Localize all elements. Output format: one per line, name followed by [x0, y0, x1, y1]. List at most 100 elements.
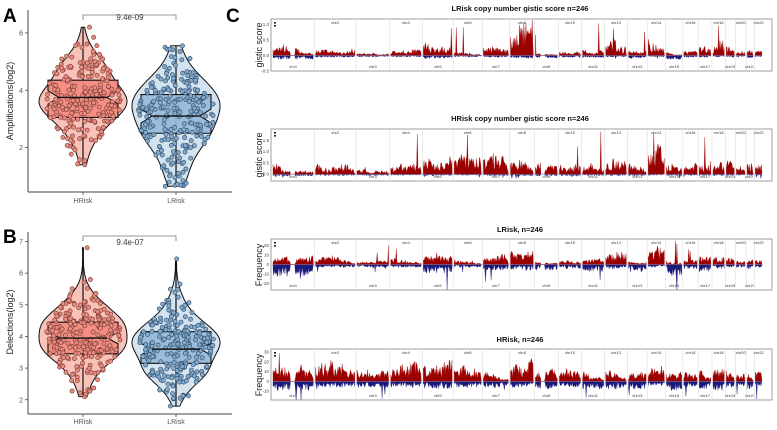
data-point-hrisk: [92, 59, 98, 64]
data-point-lrisk: [194, 354, 200, 360]
data-point-hrisk: [56, 332, 62, 338]
amplification-track-chr22: [755, 371, 763, 382]
y-tick-label: 1.0: [263, 22, 270, 27]
chromosome-label-chr2: chr2: [331, 20, 340, 25]
data-point-lrisk: [143, 342, 149, 347]
data-point-lrisk: [180, 178, 186, 183]
data-point-lrisk: [184, 69, 190, 74]
deletion-track-chr6: [454, 174, 482, 178]
chromosome-label-chr10: chr10: [565, 130, 576, 135]
data-point-lrisk: [178, 319, 184, 325]
data-point-lrisk: [158, 76, 164, 82]
data-point-hrisk: [58, 99, 64, 105]
deletion-track-chr8: [510, 55, 534, 59]
chromosome-label-chr15: chr15: [669, 393, 680, 398]
data-point-hrisk: [101, 322, 107, 328]
data-point-hrisk: [77, 136, 83, 142]
chromosome-label-chr9: chr9: [543, 64, 552, 69]
chromosome-label-chr2: chr2: [331, 350, 340, 355]
data-point-hrisk: [112, 354, 118, 360]
deletion-track-chr13: [628, 381, 647, 396]
data-point-hrisk: [84, 127, 90, 133]
data-point-hrisk: [87, 105, 93, 111]
data-point-hrisk: [70, 371, 75, 377]
data-point-hrisk: [105, 310, 110, 316]
panel-label-c: C: [226, 6, 240, 27]
data-point-hrisk: [104, 118, 110, 124]
amplification-track-chr21: [746, 374, 754, 382]
data-point-lrisk: [173, 62, 178, 68]
deletion-track-chr20: [736, 55, 746, 58]
data-point-lrisk: [166, 99, 172, 105]
data-point-hrisk: [82, 111, 88, 116]
data-point-lrisk: [171, 341, 177, 347]
data-point-hrisk: [94, 43, 100, 49]
amplification-track-chr19: [726, 257, 735, 265]
data-point-hrisk: [90, 69, 95, 75]
deletion-track-chr4: [390, 381, 422, 388]
amplification-track-chr5: [423, 156, 453, 175]
data-point-hrisk: [54, 109, 60, 115]
data-point-hrisk: [69, 54, 75, 60]
chromosome-label-chr10: chr10: [565, 350, 576, 355]
data-point-hrisk: [100, 56, 106, 62]
chromosome-label-chr11: chr11: [588, 283, 598, 288]
data-point-lrisk: [165, 381, 171, 387]
data-point-hrisk: [101, 66, 106, 71]
p-value-label: 9.4e-09: [116, 13, 144, 22]
chromosome-label-chr6: chr6: [464, 240, 473, 245]
data-point-lrisk: [197, 122, 203, 128]
chromosome-label-chr5: chr5: [434, 64, 443, 69]
amplification-track-chr11: [582, 23, 604, 56]
deletion-track-chr5: [423, 264, 453, 291]
plot-title: LRisk copy number gistic score n=246: [452, 4, 589, 13]
genome-plot-lrisk-frequency: LRisk, n=246 Frequency 20 10 0 -10 -20 chr1 ch…: [254, 225, 773, 291]
amplification-track-chr17: [699, 256, 712, 265]
legend-key-del: [274, 245, 276, 247]
amplification-track-chr7: [483, 153, 509, 175]
data-point-hrisk: [70, 98, 76, 103]
chromosome-label-chr9: chr9: [543, 174, 552, 179]
y-tick-label: 5: [19, 302, 23, 309]
data-point-lrisk: [193, 337, 198, 343]
y-tick-label: 10: [264, 253, 270, 258]
legend-key-del: [274, 135, 276, 137]
deletion-track-chr17: [699, 381, 712, 389]
data-point-lrisk: [194, 360, 200, 365]
data-point-lrisk: [182, 143, 188, 148]
data-point-lrisk: [179, 89, 185, 94]
data-point-lrisk: [158, 366, 164, 372]
amplification-track-chr12: [605, 251, 627, 265]
x-tick-lrisk: LRisk: [167, 419, 185, 426]
chromosome-label-chr5: chr5: [434, 393, 443, 398]
data-point-lrisk: [179, 76, 184, 82]
chromosome-label-chr13: chr13: [632, 174, 643, 179]
data-point-lrisk: [189, 129, 195, 135]
data-point-hrisk: [115, 98, 121, 104]
amplification-track-chr6: [454, 365, 482, 382]
deletion-track-chr13: [628, 174, 647, 176]
legend-key-amp: [274, 22, 276, 24]
data-point-hrisk: [71, 318, 76, 324]
data-point-lrisk: [175, 286, 181, 292]
data-point-lrisk: [182, 135, 187, 140]
data-point-hrisk: [51, 333, 57, 339]
deletion-track-chr7: [483, 55, 509, 58]
data-point-lrisk: [184, 80, 190, 86]
data-point-hrisk: [87, 388, 93, 394]
deletion-track-chr17: [699, 174, 712, 176]
data-point-lrisk: [169, 154, 175, 160]
plot-title: HRisk, n=246: [497, 335, 544, 344]
data-point-lrisk: [201, 95, 206, 100]
data-point-hrisk: [55, 126, 61, 132]
data-point-hrisk: [99, 129, 104, 135]
deletion-track-chr8: [510, 381, 534, 389]
data-point-lrisk: [204, 339, 210, 345]
data-point-lrisk: [210, 101, 216, 107]
data-point-hrisk: [74, 378, 80, 383]
data-point-hrisk: [91, 385, 97, 391]
chromosome-label-chr3: chr3: [369, 174, 378, 179]
data-point-lrisk: [150, 80, 155, 86]
y-tick-label: 4: [19, 334, 23, 341]
chromosome-label-chr12: chr12: [611, 240, 622, 245]
